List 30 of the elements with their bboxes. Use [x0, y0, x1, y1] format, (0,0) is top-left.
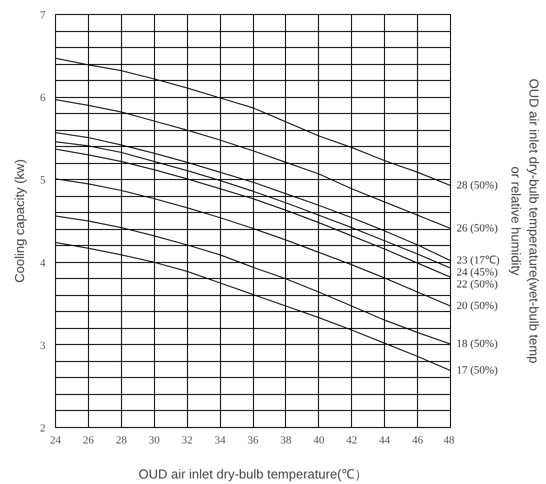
series-label: 18 (50%)	[456, 338, 498, 350]
x-tick-label: 28	[116, 434, 128, 446]
y-tick-label: 4	[40, 257, 46, 270]
y-tick-label: 3	[40, 340, 46, 352]
series-label: 23 (17℃)	[456, 254, 500, 267]
x-tick-label: 42	[346, 434, 358, 446]
x-tick-label: 46	[412, 434, 424, 446]
series-label: 17 (50%)	[456, 364, 498, 377]
y-tick-label: 2	[40, 422, 46, 434]
series-label: 26 (50%)	[456, 222, 498, 234]
x-tick-label: 32	[182, 434, 193, 446]
y-tick-label: 5	[40, 174, 46, 187]
y-tick-label: 7	[40, 10, 46, 22]
x-tick-label: 36	[248, 434, 259, 446]
series-label: 28 (50%)	[456, 179, 498, 192]
y-tick-label: 6	[40, 92, 46, 104]
x-tick-label: 30	[148, 434, 160, 446]
series-label: 20 (50%)	[456, 300, 498, 312]
x-tick-label: 48	[444, 434, 455, 446]
y-axis-title: Cooling capacity (kw)	[12, 159, 27, 283]
series-label: 22 (50%)	[456, 278, 498, 291]
x-tick-label: 44	[379, 434, 391, 446]
y2-axis-title: OUD air inlet dry-bulb temperature(wet-bulb temp or relative humidity	[508, 78, 542, 364]
x-tick-label: 38	[280, 434, 292, 446]
x-tick-label: 34	[214, 434, 226, 446]
x-tick-label: 40	[313, 434, 325, 446]
x-axis-title: OUD air inlet dry-bulb temperature(℃）	[138, 466, 368, 482]
x-tick-label: 24	[50, 434, 62, 446]
series-label: 24 (45%)	[456, 266, 498, 279]
x-tick-label: 26	[82, 434, 94, 446]
